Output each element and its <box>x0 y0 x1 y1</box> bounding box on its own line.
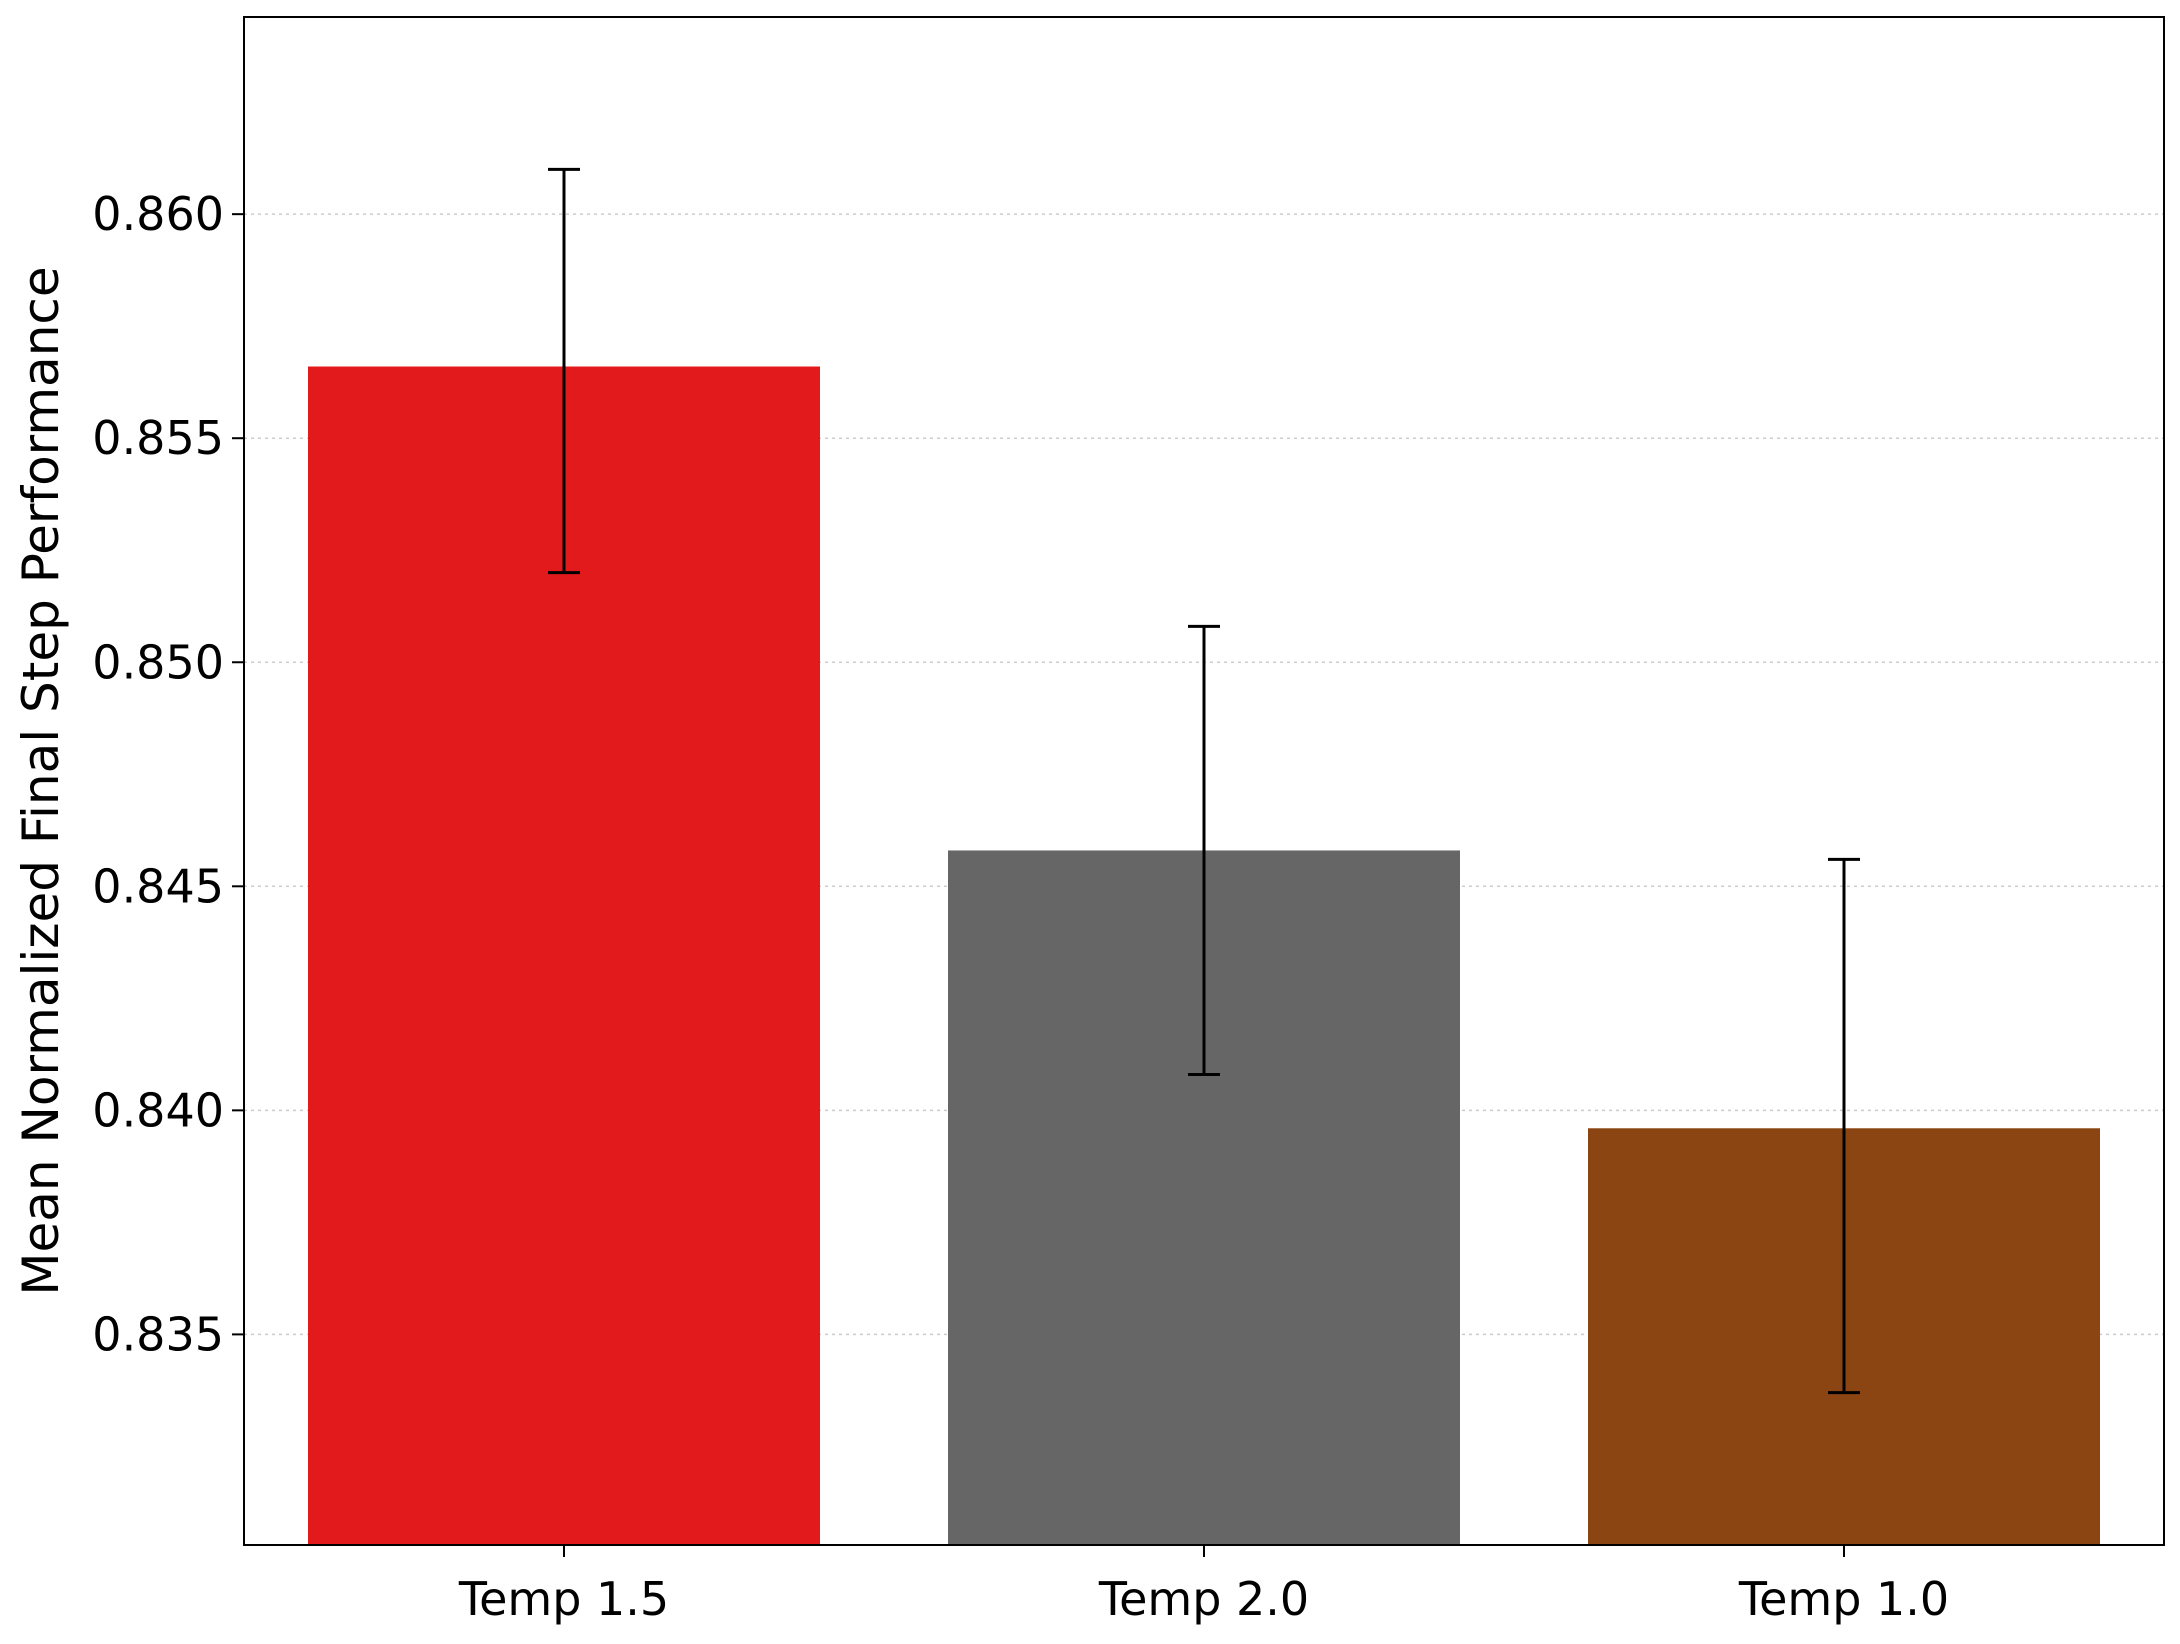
y-axis-label: Mean Normalized Final Step Performance <box>12 266 70 1295</box>
y-tick-label: 0.855 <box>92 411 224 465</box>
x-tick-label: Temp 1.5 <box>458 1572 669 1626</box>
error-bars <box>548 167 1860 1395</box>
y-axis: 0.835 0.840 0.845 0.850 0.855 0.860 <box>92 187 244 1361</box>
x-tick-label: Temp 1.0 <box>1738 1572 1949 1626</box>
y-tick-label: 0.835 <box>92 1307 224 1361</box>
x-axis: Temp 1.5 Temp 2.0 Temp 1.0 <box>458 1545 1949 1626</box>
y-tick-label: 0.850 <box>92 635 224 689</box>
x-tick-label: Temp 2.0 <box>1098 1572 1309 1626</box>
y-tick-label: 0.845 <box>92 859 224 913</box>
y-tick-label: 0.840 <box>92 1083 224 1137</box>
y-tick-label: 0.860 <box>92 187 224 241</box>
